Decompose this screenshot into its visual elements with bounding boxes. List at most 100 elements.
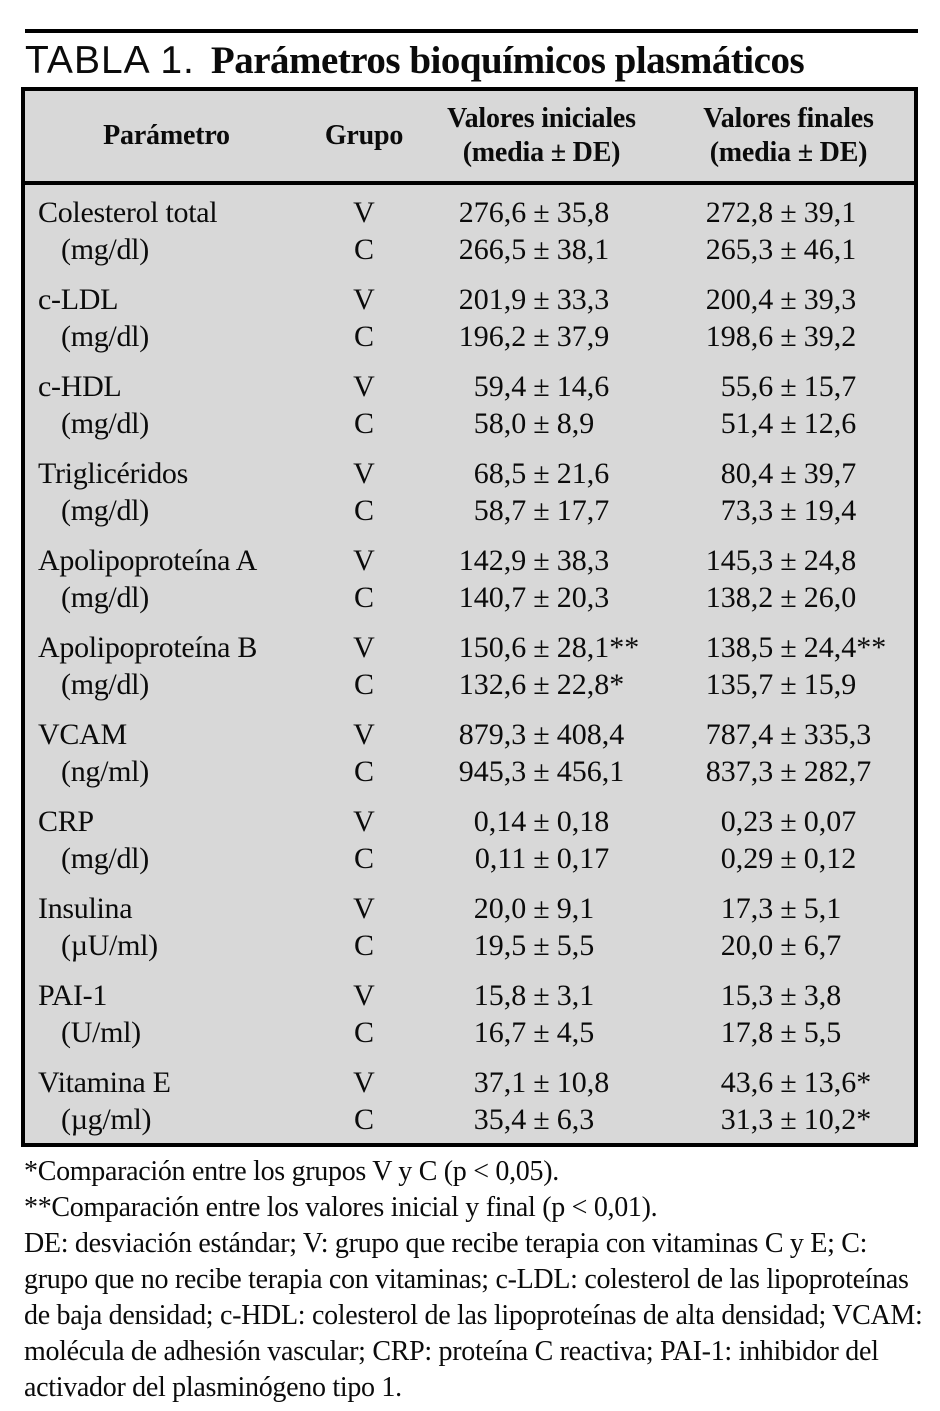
initial-value: 0,11 ±0,17 xyxy=(474,841,610,875)
group-label: V xyxy=(353,195,375,229)
final-value: 135,7 ±15,9 xyxy=(705,667,857,701)
table-row: Insulina V 20,0 ±9,1 17,3 ±5,1 xyxy=(25,890,914,927)
group-label: V xyxy=(353,1065,375,1099)
final-value: 272,8 ±39,1 xyxy=(705,195,857,229)
parameter-name: CRP xyxy=(38,804,94,838)
initial-value: 68,5 ±21,6 xyxy=(473,456,610,490)
table-row: (mg/dl) C 196,2 ±37,9 198,6 ±39,2 xyxy=(25,318,914,355)
initial-value: 20,0 ±9,1 xyxy=(473,891,595,925)
footnote-significance-initial-final: **Comparación entre los valores inicial … xyxy=(24,1192,658,1223)
table-row: (mg/dl) C 140,7 ±20,3 138,2 ±26,0 xyxy=(25,579,914,616)
parameter-unit: (mg/dl) xyxy=(61,493,149,527)
table-row: c-LDL V 201,9 ±33,3 200,4 ±39,3 xyxy=(25,281,914,318)
initial-value: 945,3 ±456,1 xyxy=(458,754,625,788)
table-row-group: CRP V 0,14 ±0,18 0,23 ±0,07 (mg/dl) C 0,11 ±0,17 0… xyxy=(25,797,914,884)
initial-value: 37,1 ±10,8 xyxy=(473,1065,610,1099)
parameter-name: c-LDL xyxy=(38,282,119,316)
group-label: C xyxy=(353,1015,374,1049)
title-rule xyxy=(25,29,918,33)
table-row: (mg/dl) C 132,6 ±22,8* 135,7 ±15,9 xyxy=(25,666,914,703)
final-value: 55,6 ±15,7 xyxy=(720,369,857,403)
group-label: V xyxy=(353,804,375,838)
final-value: 15,3 ±3,8 xyxy=(720,978,842,1012)
parameter-unit: (µU/ml) xyxy=(61,928,158,962)
parameter-name: VCAM xyxy=(38,717,127,751)
group-label: C xyxy=(353,232,374,266)
header-final-values: Valores finales (media ± DE) xyxy=(663,102,914,169)
header-parameter: Parámetro xyxy=(103,120,230,152)
table-row-group: PAI-1 V 15,8 ±3,1 15,3 ±3,8 (U/ml) C 16,7 ±4,5 17,… xyxy=(25,971,914,1058)
table-caption-title: Parámetros bioquímicos plasmáticos xyxy=(210,39,805,82)
parameter-name: Apolipoproteína A xyxy=(38,543,258,577)
group-label: C xyxy=(353,319,374,353)
table-body: Colesterol total V 276,6 ±35,8 272,8 ±39,1 (mg… xyxy=(25,185,914,1145)
group-label: C xyxy=(353,667,374,701)
initial-value: 58,7 ±17,7 xyxy=(473,493,610,527)
initial-value: 132,6 ±22,8* xyxy=(458,667,625,701)
parameter-name: Apolipoproteína B xyxy=(38,630,258,664)
parameter-unit: (mg/dl) xyxy=(61,319,149,353)
final-value: 138,2 ±26,0 xyxy=(705,580,857,614)
table-row: (mg/dl) C 58,7 ±17,7 73,3 ±19,4 xyxy=(25,492,914,529)
table-caption: TABLA 1. Parámetros bioquímicos plasmátic… xyxy=(25,38,918,83)
parameter-unit: (mg/dl) xyxy=(61,667,149,701)
parameter-name: Vitamina E xyxy=(38,1065,171,1099)
final-value: 80,4 ±39,7 xyxy=(720,456,857,490)
table-row-group: c-LDL V 201,9 ±33,3 200,4 ±39,3 (mg/dl) C 196,2 ±… xyxy=(25,275,914,362)
table-header-row: Parámetro Grupo Valores iniciales (media… xyxy=(25,91,914,185)
initial-value: 58,0 ±8,9 xyxy=(473,406,595,440)
group-label: V xyxy=(353,978,375,1012)
group-label: C xyxy=(353,928,374,962)
group-label: V xyxy=(353,456,375,490)
parameter-unit: (mg/dl) xyxy=(61,841,149,875)
final-value: 787,4 ±335,3 xyxy=(705,717,872,751)
group-label: C xyxy=(353,493,374,527)
final-value: 837,3 ±282,7 xyxy=(705,754,872,788)
final-value: 200,4 ±39,3 xyxy=(705,282,857,316)
initial-value: 879,3 ±408,4 xyxy=(458,717,625,751)
final-value: 20,0 ±6,7 xyxy=(720,928,842,962)
initial-value: 19,5 ±5,5 xyxy=(473,928,595,962)
table-row: Apolipoproteína A V 142,9 ±38,3 145,3 ±24,8 xyxy=(25,542,914,579)
table-row: (µU/ml) C 19,5 ±5,5 20,0 ±6,7 xyxy=(25,927,914,964)
final-value: 265,3 ±46,1 xyxy=(705,232,857,266)
table-row: (U/ml) C 16,7 ±4,5 17,8 ±5,5 xyxy=(25,1014,914,1051)
table-row-group: Apolipoproteína B V 150,6 ±28,1** 138,5 ±24,4… xyxy=(25,623,914,710)
header-initial-values: Valores iniciales (media ± DE) xyxy=(420,102,663,169)
parameter-name: Triglicéridos xyxy=(38,456,188,490)
final-value: 31,3 ±10,2* xyxy=(720,1102,872,1136)
header-final-values-line2: (media ± DE) xyxy=(709,137,868,168)
initial-value: 266,5 ±38,1 xyxy=(458,232,610,266)
parameter-name: Insulina xyxy=(38,891,133,925)
footnote-abbreviations: DE: desviación estándar; V: grupo que re… xyxy=(24,1228,923,1403)
table-row: VCAM V 879,3 ±408,4 787,4 ±335,3 xyxy=(25,716,914,753)
final-value: 0,23 ±0,07 xyxy=(720,804,857,838)
group-label: C xyxy=(353,841,374,875)
initial-value: 276,6 ±35,8 xyxy=(458,195,610,229)
footnote-significance-groups: *Comparación entre los grupos V y C (p <… xyxy=(24,1156,559,1187)
initial-value: 142,9 ±38,3 xyxy=(458,543,610,577)
table-row: PAI-1 V 15,8 ±3,1 15,3 ±3,8 xyxy=(25,977,914,1014)
table-row-group: c-HDL V 59,4 ±14,6 55,6 ±15,7 (mg/dl) C 58,0 ±8,9… xyxy=(25,362,914,449)
table-row-group: Vitamina E V 37,1 ±10,8 43,6 ±13,6* (µg/ml) C 35… xyxy=(25,1058,914,1145)
table-row-group: Apolipoproteína A V 142,9 ±38,3 145,3 ±24,8 (m… xyxy=(25,536,914,623)
table-row-group: Colesterol total V 276,6 ±35,8 272,8 ±39,1 (mg… xyxy=(25,188,914,275)
parameter-unit: (U/ml) xyxy=(61,1015,141,1049)
header-initial-values-line1: Valores iniciales xyxy=(447,103,636,135)
parameter-unit: (mg/dl) xyxy=(61,232,149,266)
header-final-values-line1: Valores finales xyxy=(703,103,874,135)
initial-value: 196,2 ±37,9 xyxy=(458,319,610,353)
group-label: V xyxy=(353,369,375,403)
group-label: V xyxy=(353,282,375,316)
table-row: Colesterol total V 276,6 ±35,8 272,8 ±39,1 xyxy=(25,194,914,231)
table-row-group: Triglicéridos V 68,5 ±21,6 80,4 ±39,7 (mg/dl) C… xyxy=(25,449,914,536)
initial-value: 0,14 ±0,18 xyxy=(473,804,610,838)
parameter-unit: (mg/dl) xyxy=(61,406,149,440)
group-label: V xyxy=(353,543,375,577)
table-row-group: Insulina V 20,0 ±9,1 17,3 ±5,1 (µU/ml) C 19,5 ±5,… xyxy=(25,884,914,971)
table-row: (mg/dl) C 58,0 ±8,9 51,4 ±12,6 xyxy=(25,405,914,442)
final-value: 17,8 ±5,5 xyxy=(720,1015,842,1049)
initial-value: 16,7 ±4,5 xyxy=(473,1015,595,1049)
initial-value: 15,8 ±3,1 xyxy=(473,978,595,1012)
